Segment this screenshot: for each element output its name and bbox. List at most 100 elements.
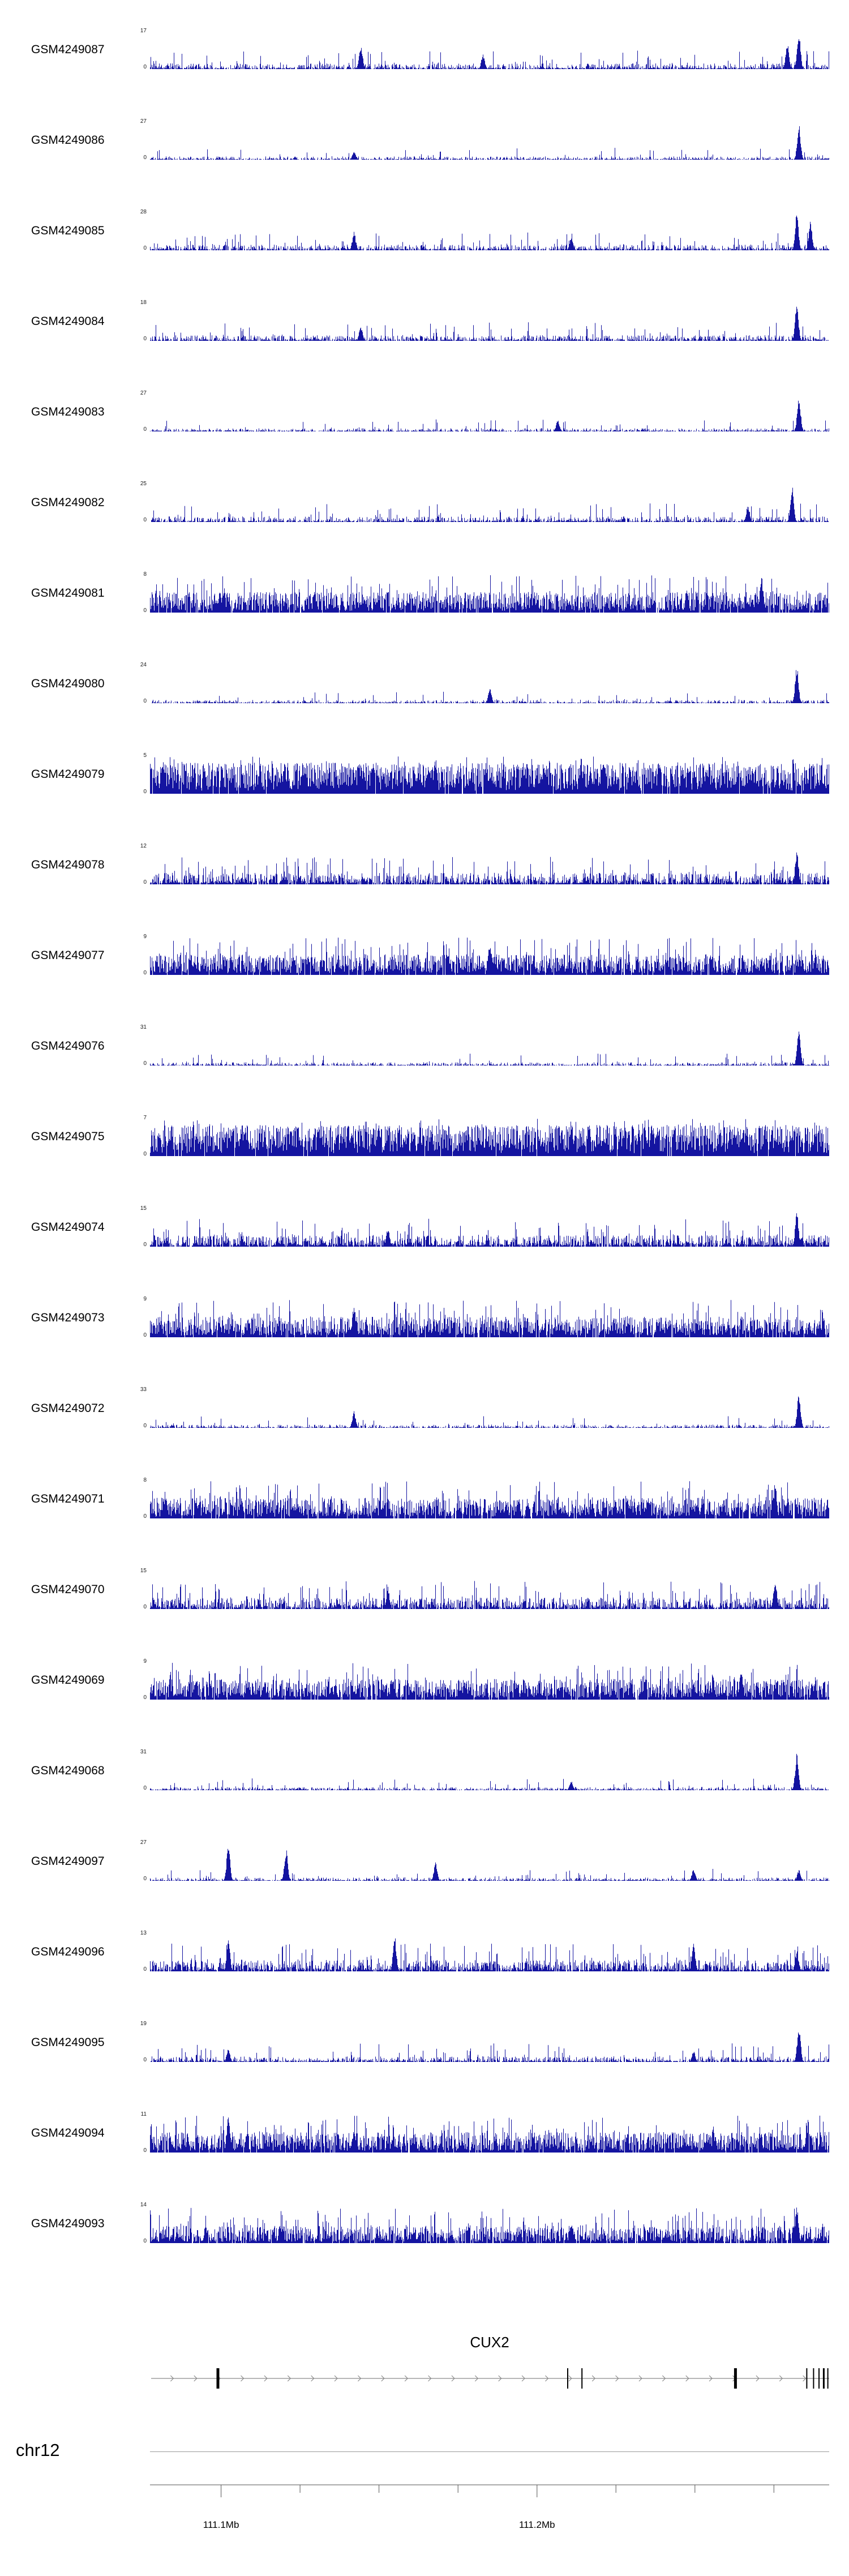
gene-model-track: CUX2 xyxy=(0,2334,849,2413)
track-ymin-label: 0 xyxy=(143,517,147,523)
track-signal-plot xyxy=(150,1848,829,1881)
track-name-label: GSM4249084 xyxy=(31,315,105,328)
track-name-label: GSM4249080 xyxy=(31,677,105,690)
strand-arrow-icon xyxy=(779,2375,783,2382)
track-ymax-label: 27 xyxy=(140,1839,147,1846)
signal-histogram xyxy=(150,126,829,160)
track-ymin-label: 0 xyxy=(143,1513,147,1520)
strand-arrow-icon xyxy=(615,2375,619,2382)
strand-arrow-icon xyxy=(404,2375,409,2382)
track-signal-plot xyxy=(150,1481,829,1518)
track-row: GSM4249078 12 0 xyxy=(0,832,849,923)
exon-mark xyxy=(827,2368,829,2389)
track-row: GSM4249093 14 0 xyxy=(0,2191,849,2282)
track-ymax-label: 18 xyxy=(140,299,147,306)
track-signal-plot xyxy=(150,938,829,975)
strand-arrow-icon xyxy=(803,2375,807,2382)
strand-arrow-icon xyxy=(264,2375,268,2382)
track-row: GSM4249080 24 0 xyxy=(0,651,849,742)
track-row: GSM4249083 27 0 xyxy=(0,379,849,470)
track-ymax-label: 9 xyxy=(143,1658,147,1664)
track-ymax-label: 28 xyxy=(140,209,147,215)
track-ymin-label: 0 xyxy=(143,970,147,976)
track-name-label: GSM4249095 xyxy=(31,2036,105,2049)
track-name-label: GSM4249081 xyxy=(31,587,105,600)
track-signal-plot xyxy=(150,1300,829,1337)
track-name-label: GSM4249093 xyxy=(31,2217,105,2230)
signal-histogram xyxy=(150,575,829,613)
track-row: GSM4249069 9 0 xyxy=(0,1648,849,1738)
track-row: GSM4249068 31 0 xyxy=(0,1738,849,1829)
strand-arrow-icon xyxy=(709,2375,713,2382)
track-row: GSM4249070 15 0 xyxy=(0,1557,849,1648)
track-ymin-label: 0 xyxy=(143,1694,147,1701)
track-row: GSM4249079 5 0 xyxy=(0,742,849,832)
track-name-label: GSM4249075 xyxy=(31,1130,105,1143)
exon-mark xyxy=(822,2368,825,2389)
track-ymax-label: 8 xyxy=(143,571,147,577)
signal-histogram xyxy=(151,2032,829,2062)
track-name-label: GSM4249097 xyxy=(31,1855,105,1868)
exon-mark xyxy=(567,2368,568,2389)
track-ymin-label: 0 xyxy=(143,1876,147,1882)
track-signal-plot xyxy=(150,852,829,884)
track-ymax-label: 15 xyxy=(140,1205,147,1212)
track-ymax-label: 9 xyxy=(143,1296,147,1302)
coordinate-tick-label: 111.1Mb xyxy=(203,2519,239,2530)
gene-structure-plot xyxy=(151,2368,829,2389)
track-signal-plot xyxy=(152,670,829,703)
exon-mark xyxy=(806,2368,808,2389)
exon-mark xyxy=(216,2368,220,2389)
track-name-label: GSM4249070 xyxy=(31,1583,105,1596)
track-row: GSM4249096 13 0 xyxy=(0,1919,849,2010)
track-row: GSM4249081 8 0 xyxy=(0,560,849,651)
signal-histogram xyxy=(150,1119,829,1156)
strand-arrow-icon xyxy=(498,2375,502,2382)
track-row: GSM4249095 19 0 xyxy=(0,2010,849,2100)
strand-arrow-icon xyxy=(311,2375,315,2382)
track-ymin-label: 0 xyxy=(143,336,147,342)
strand-arrow-icon xyxy=(451,2375,455,2382)
track-ymin-label: 0 xyxy=(143,1604,147,1610)
track-ymax-label: 7 xyxy=(143,1115,147,1121)
track-ymax-label: 25 xyxy=(140,481,147,487)
track-signal-plot xyxy=(150,1663,829,1700)
track-ymin-label: 0 xyxy=(143,2147,147,2154)
track-name-label: GSM4249085 xyxy=(31,224,105,237)
strand-arrow-icon xyxy=(638,2375,642,2382)
chromosome-label: chr12 xyxy=(16,2440,60,2460)
signal-histogram xyxy=(150,1032,829,1066)
track-signal-plot xyxy=(150,2207,829,2243)
track-ymax-label: 8 xyxy=(143,1477,147,1483)
track-signal-plot xyxy=(150,1396,829,1428)
track-signal-plot xyxy=(150,756,829,794)
track-signal-plot xyxy=(150,1213,829,1247)
track-ymin-label: 0 xyxy=(143,155,147,161)
track-ymin-label: 0 xyxy=(143,64,147,70)
track-ymax-label: 11 xyxy=(140,2111,147,2117)
track-ymax-label: 14 xyxy=(140,2202,147,2208)
signal-histogram xyxy=(152,670,829,703)
track-signal-plot xyxy=(150,2115,829,2153)
signal-histogram xyxy=(151,487,829,522)
signal-histogram xyxy=(150,306,829,341)
track-ymin-label: 0 xyxy=(143,607,147,614)
signal-histogram xyxy=(150,1300,829,1337)
track-name-label: GSM4249071 xyxy=(31,1492,105,1505)
track-signal-plot xyxy=(150,126,829,160)
strand-arrow-icon xyxy=(334,2375,338,2382)
track-ymin-label: 0 xyxy=(143,879,147,885)
coordinate-tick-label: 111.2Mb xyxy=(519,2519,555,2530)
track-ymin-label: 0 xyxy=(143,2238,147,2244)
track-name-label: GSM4249069 xyxy=(31,1674,105,1687)
signal-histogram xyxy=(150,1396,829,1428)
track-ymax-label: 27 xyxy=(140,118,147,125)
track-row: GSM4249087 17 0 xyxy=(0,17,849,108)
track-name-label: GSM4249072 xyxy=(31,1402,105,1415)
track-name-label: GSM4249077 xyxy=(31,949,105,962)
signal-histogram xyxy=(150,1481,829,1518)
track-name-label: GSM4249094 xyxy=(31,2126,105,2139)
track-ymin-label: 0 xyxy=(143,1151,147,1157)
signal-histogram xyxy=(150,2115,829,2153)
track-row: GSM4249082 25 0 xyxy=(0,470,849,560)
